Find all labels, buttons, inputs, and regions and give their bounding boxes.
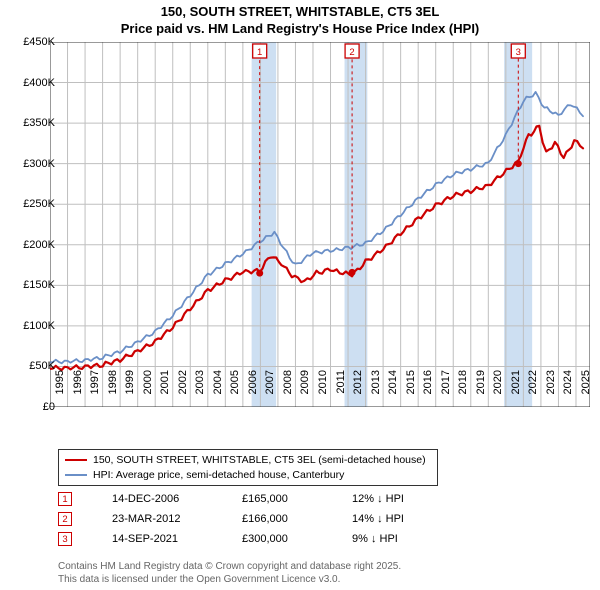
x-tick-label: 2008 [282, 370, 294, 410]
event-date: 14-DEC-2006 [112, 493, 242, 505]
x-tick-label: 2010 [317, 370, 329, 410]
y-tick-label: £150K [5, 279, 55, 291]
x-tick-label: 2013 [370, 370, 382, 410]
event-marker-icon: 2 [58, 512, 72, 526]
x-tick-label: 1999 [124, 370, 136, 410]
x-tick-label: 2022 [527, 370, 539, 410]
event-marker-icon: 1 [58, 492, 72, 506]
x-tick-label: 2012 [352, 370, 364, 410]
x-tick-label: 1998 [107, 370, 119, 410]
y-tick-label: £100K [5, 320, 55, 332]
footer-attribution: Contains HM Land Registry data © Crown c… [58, 560, 401, 586]
event-price: £165,000 [242, 493, 352, 505]
x-tick-label: 2011 [335, 370, 347, 410]
y-tick-label: £450K [5, 36, 55, 48]
x-tick-label: 2003 [194, 370, 206, 410]
legend-label: HPI: Average price, semi-detached house,… [93, 468, 344, 483]
x-tick-label: 2021 [510, 370, 522, 410]
legend-label: 150, SOUTH STREET, WHITSTABLE, CT5 3EL (… [93, 453, 426, 468]
x-tick-label: 2019 [475, 370, 487, 410]
event-delta: 12% ↓ HPI [352, 493, 462, 505]
title-line2: Price paid vs. HM Land Registry's House … [0, 21, 600, 38]
x-tick-label: 2009 [299, 370, 311, 410]
event-row: 1 14-DEC-2006 £165,000 12% ↓ HPI [58, 492, 518, 506]
event-price: £300,000 [242, 533, 352, 545]
chart-svg: 1 2 3 [50, 42, 590, 407]
x-tick-label: 2016 [422, 370, 434, 410]
svg-text:1: 1 [257, 47, 262, 58]
x-tick-label: 1996 [72, 370, 84, 410]
legend-swatch [65, 459, 87, 461]
x-tick-label: 1997 [89, 370, 101, 410]
y-tick-label: £300K [5, 158, 55, 170]
title-line1: 150, SOUTH STREET, WHITSTABLE, CT5 3EL [0, 4, 600, 21]
x-tick-label: 2025 [580, 370, 592, 410]
title-block: 150, SOUTH STREET, WHITSTABLE, CT5 3EL P… [0, 0, 600, 40]
event-delta: 9% ↓ HPI [352, 533, 462, 545]
x-tick-label: 2002 [177, 370, 189, 410]
event-price: £166,000 [242, 513, 352, 525]
events-table: 1 14-DEC-2006 £165,000 12% ↓ HPI 2 23-MA… [58, 492, 518, 552]
legend: 150, SOUTH STREET, WHITSTABLE, CT5 3EL (… [58, 449, 438, 486]
svg-text:2: 2 [349, 47, 354, 58]
x-tick-label: 2006 [247, 370, 259, 410]
legend-item: HPI: Average price, semi-detached house,… [65, 468, 431, 483]
svg-text:3: 3 [516, 47, 521, 58]
footer-line2: This data is licensed under the Open Gov… [58, 573, 401, 586]
event-date: 14-SEP-2021 [112, 533, 242, 545]
chart-container: 150, SOUTH STREET, WHITSTABLE, CT5 3EL P… [0, 0, 600, 590]
chart-plot-area: 1 2 3 [50, 42, 590, 407]
x-tick-label: 2001 [159, 370, 171, 410]
legend-swatch [65, 474, 87, 476]
y-tick-label: £200K [5, 239, 55, 251]
x-tick-label: 2020 [492, 370, 504, 410]
x-tick-label: 2023 [545, 370, 557, 410]
x-tick-label: 1995 [54, 370, 66, 410]
x-tick-label: 2005 [229, 370, 241, 410]
x-tick-label: 2007 [264, 370, 276, 410]
footer-line1: Contains HM Land Registry data © Crown c… [58, 560, 401, 573]
y-tick-label: £350K [5, 117, 55, 129]
x-tick-label: 2014 [387, 370, 399, 410]
y-tick-label: £50K [5, 360, 55, 372]
y-tick-label: £0 [5, 401, 55, 413]
event-marker-icon: 3 [58, 532, 72, 546]
x-tick-label: 2015 [405, 370, 417, 410]
legend-item: 150, SOUTH STREET, WHITSTABLE, CT5 3EL (… [65, 453, 431, 468]
event-delta: 14% ↓ HPI [352, 513, 462, 525]
x-tick-label: 2017 [440, 370, 452, 410]
event-row: 2 23-MAR-2012 £166,000 14% ↓ HPI [58, 512, 518, 526]
event-date: 23-MAR-2012 [112, 513, 242, 525]
x-tick-label: 2000 [142, 370, 154, 410]
y-tick-label: £400K [5, 77, 55, 89]
x-tick-label: 2004 [212, 370, 224, 410]
x-tick-label: 2024 [562, 370, 574, 410]
event-row: 3 14-SEP-2021 £300,000 9% ↓ HPI [58, 532, 518, 546]
y-tick-label: £250K [5, 198, 55, 210]
x-tick-label: 2018 [457, 370, 469, 410]
